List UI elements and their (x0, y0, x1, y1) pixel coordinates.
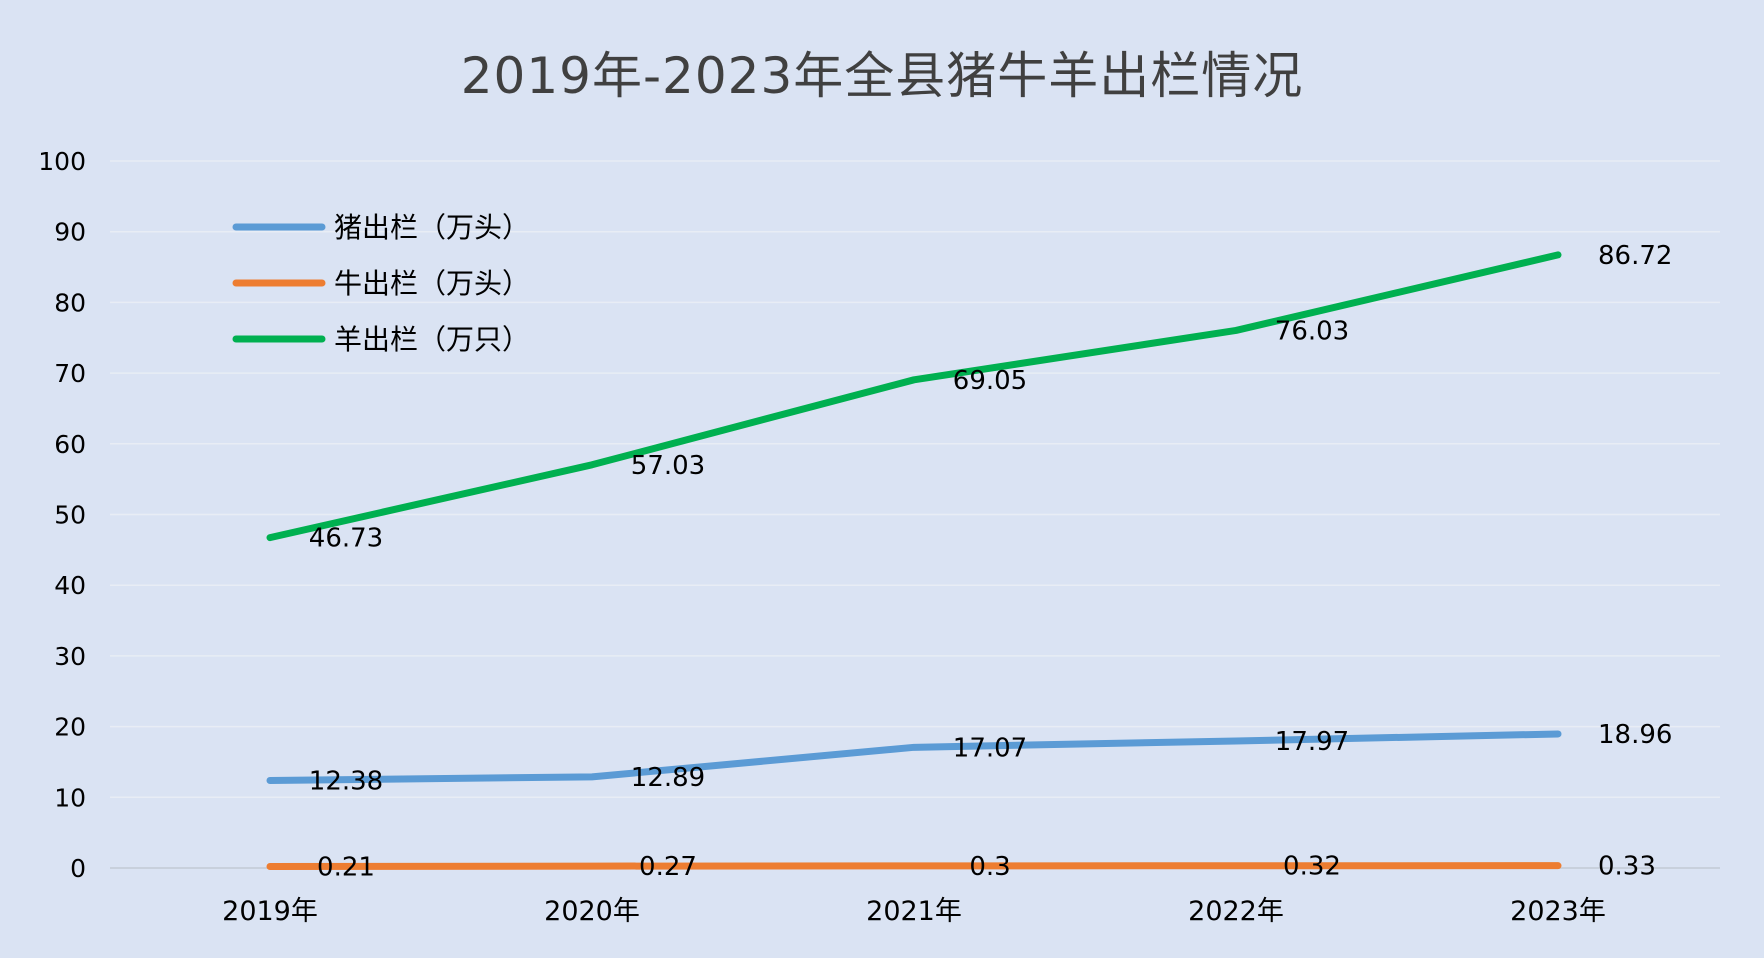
data-label: 69.05 (953, 366, 1027, 396)
data-label: 12.89 (631, 763, 705, 793)
legend-label: 羊出栏（万只） (334, 323, 530, 356)
series-line-2 (266, 251, 1562, 542)
data-label: 0.33 (1598, 852, 1656, 882)
y-tick-label: 40 (54, 571, 86, 600)
data-label: 17.97 (1275, 727, 1349, 757)
data-label: 0.21 (317, 853, 375, 883)
x-tick-label: 2020年 (544, 896, 640, 927)
data-label: 18.96 (1598, 720, 1672, 750)
y-tick-label: 10 (54, 783, 86, 812)
x-tick-label: 2019年 (222, 896, 318, 927)
legend-label: 猪出栏（万头） (334, 211, 530, 244)
data-label: 57.03 (631, 451, 705, 481)
series-line-1 (266, 862, 1562, 871)
data-label: 0.32 (1283, 852, 1341, 882)
y-tick-label: 90 (54, 218, 86, 247)
y-tick-label: 30 (54, 642, 86, 671)
y-tick-label: 80 (54, 288, 86, 317)
series-line-0 (266, 730, 1562, 784)
y-tick-label: 0 (70, 854, 86, 883)
x-tick-label: 2022年 (1188, 896, 1284, 927)
chart-title: 2019年-2023年全县猪牛羊出栏情况 (460, 47, 1304, 105)
data-label: 12.38 (309, 766, 383, 796)
y-tick-label: 60 (54, 430, 86, 459)
y-tick-label: 20 (54, 713, 86, 742)
y-tick-label: 70 (54, 359, 86, 388)
data-label: 0.27 (639, 852, 697, 882)
data-label: 46.73 (309, 524, 383, 554)
data-label: 0.3 (969, 852, 1010, 882)
x-tick-label: 2023年 (1510, 896, 1606, 927)
y-tick-label: 100 (38, 147, 86, 176)
y-tick-label: 50 (54, 501, 86, 530)
legend-label: 牛出栏（万头） (334, 267, 530, 300)
data-label: 76.03 (1275, 316, 1349, 346)
x-tick-label: 2021年 (866, 896, 962, 927)
data-label: 86.72 (1598, 241, 1672, 271)
data-label: 17.07 (953, 733, 1027, 763)
